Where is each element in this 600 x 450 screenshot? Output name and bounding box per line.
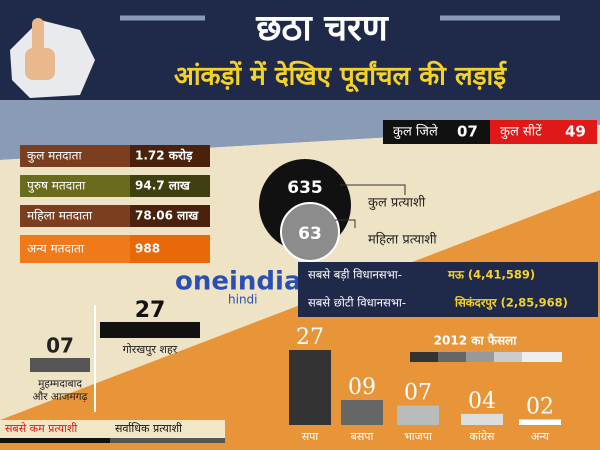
voter-label: पुरुष मतदाता [27, 179, 86, 194]
pointer [335, 219, 356, 228]
summary-value: 07 [457, 123, 478, 141]
summary-box [490, 120, 597, 144]
candidate-label: कुल प्रत्याशी [368, 195, 426, 211]
summary-box [383, 120, 490, 144]
voter-label-box [20, 235, 130, 263]
voter-label: कुल मतदाता [27, 149, 83, 164]
least-caption: सबसे कम प्रत्याशी [5, 422, 77, 435]
constituency-label: सबसे छोटी विधानसभा- [308, 296, 406, 310]
bar [341, 400, 383, 425]
subtitle: आंकड़ों में देखिए पूर्वांचल की लड़ाई [174, 61, 507, 93]
voter-value: 1.72 करोड़ [135, 149, 193, 163]
voter-label: अन्य मतदाता [27, 242, 85, 256]
most-caption: सर्वाधिक प्रत्याशी [115, 422, 182, 435]
most-value: 27 [135, 298, 166, 323]
voter-value: 94.7 लाख [135, 179, 191, 193]
women-circle [280, 202, 340, 262]
least-value: 07 [46, 334, 74, 358]
voter-label: महिला मतदाता [27, 209, 93, 223]
voter-label-box [20, 145, 130, 167]
orange-bg [0, 190, 600, 450]
summary-label: कुल जिले [393, 124, 438, 140]
summary-label: कुल सीटें [500, 124, 542, 140]
caption-bg [110, 420, 225, 438]
caption-rule [110, 438, 225, 443]
most-bar [100, 322, 200, 338]
value-label: 07 [404, 381, 432, 406]
category-label: सपा [302, 430, 319, 443]
least-label: और आजमगढ़ [33, 390, 89, 403]
constituency-box [298, 262, 598, 317]
category-label: कांग्रेस [470, 430, 496, 443]
voter-value: 78.06 लाख [135, 209, 199, 223]
voter-label-box [20, 205, 130, 227]
category-label: बसपा [351, 430, 374, 443]
constituency-value: मऊ (4,41,589) [447, 268, 535, 282]
bar [519, 419, 561, 425]
header-bg [0, 0, 600, 100]
summary-value: 49 [565, 123, 586, 141]
constituency-label: सबसे बड़ी विधानसभा- [308, 268, 402, 282]
voter-value-box [130, 205, 210, 227]
legend-strip [410, 352, 562, 362]
candidate-value: 63 [298, 224, 322, 244]
voter-label-box [20, 175, 130, 197]
voter-value-box [130, 175, 210, 197]
logo-sub: hindi [228, 293, 258, 307]
pointer [340, 184, 406, 195]
voter-value-box [130, 145, 210, 167]
chart-title: 2012 का फैसला [434, 334, 518, 348]
voter-value: 988 [135, 242, 160, 256]
constituency-value: सिकंदरपुर (2,85,968) [454, 296, 568, 311]
least-bar [30, 358, 90, 372]
title: छठा चरण [255, 8, 390, 49]
bar [461, 413, 503, 425]
hand-icon [25, 48, 55, 80]
bar [397, 405, 439, 425]
most-label: गोरखपुर शहर [123, 343, 178, 356]
value-label: 02 [526, 394, 554, 419]
category-label: अन्य [531, 430, 550, 443]
finger-icon [32, 18, 44, 53]
bar [289, 350, 331, 425]
value-label: 09 [348, 375, 376, 400]
least-label: मुहम्मदाबाद [38, 378, 82, 390]
voter-value-box [130, 235, 210, 263]
candidate-label: महिला प्रत्याशी [368, 232, 437, 248]
logo: oneindia [175, 267, 302, 297]
candidate-value: 635 [287, 178, 323, 198]
value-label: 27 [296, 325, 324, 350]
caption-rule [0, 438, 110, 443]
value-label: 04 [468, 389, 496, 414]
category-label: भाजपा [404, 430, 432, 443]
caption-bg [0, 420, 110, 438]
